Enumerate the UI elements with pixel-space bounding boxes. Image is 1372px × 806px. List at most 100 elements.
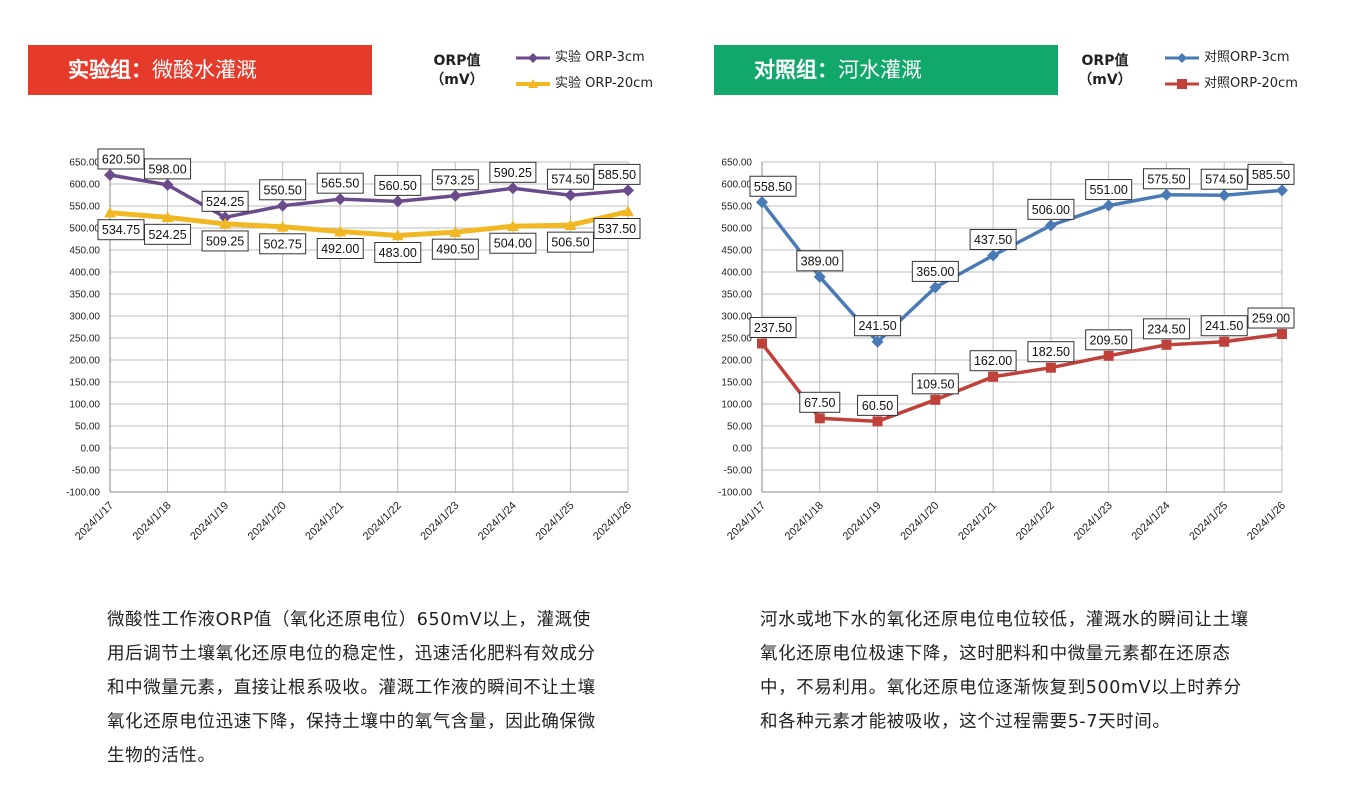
svg-text:574.50: 574.50: [551, 173, 589, 187]
x-tick-label: 2024/1/21: [303, 500, 346, 543]
svg-text:389.00: 389.00: [801, 254, 839, 268]
data-label: 509.25: [201, 230, 249, 252]
legend-swatch: [516, 53, 550, 63]
series-line: [760, 188, 1283, 344]
data-point: [1044, 219, 1057, 232]
data-point: [391, 229, 404, 241]
data-point: [104, 168, 116, 181]
y-tick-label: 50.00: [727, 422, 752, 433]
legend-swatch: [1165, 79, 1199, 89]
data-point: [161, 211, 174, 223]
x-tick-label: 2024/1/18: [783, 500, 826, 543]
y-tick-label: 400.00: [69, 268, 100, 279]
legend-item: 实验 ORP-20cm: [515, 74, 685, 100]
control-description: 河水或地下水的氧化还原电位电位较低，灌溉水的瞬间让土壤氧化还原电位极速下降，这时…: [760, 610, 1249, 732]
data-point: [161, 178, 174, 191]
data-label: 573.25: [431, 169, 479, 191]
banner-bold-label: 实验组：: [68, 58, 152, 82]
series-1: [756, 184, 1288, 348]
svg-text:437.50: 437.50: [974, 233, 1012, 247]
svg-text:209.50: 209.50: [1090, 333, 1128, 347]
y-tick-label: 650.00: [69, 158, 100, 169]
y-tick-label: 150.00: [721, 378, 752, 389]
data-label: 504.00: [489, 232, 537, 254]
data-point: [930, 394, 941, 405]
legend-label: 对照ORP-3cm: [1204, 50, 1290, 65]
legend-label: 对照ORP-20cm: [1204, 76, 1298, 91]
svg-text:575.50: 575.50: [1147, 172, 1185, 186]
x-tick-label: 2024/1/23: [418, 500, 461, 543]
y-unit-line1: ORP值: [433, 53, 481, 69]
x-tick-label: 2024/1/19: [188, 500, 231, 543]
svg-text:492.00: 492.00: [321, 242, 359, 256]
data-label: 534.75: [97, 219, 145, 241]
legend-swatch: [516, 79, 550, 88]
svg-text:109.50: 109.50: [916, 377, 954, 391]
x-tick-label: 2024/1/20: [246, 500, 289, 543]
y-tick-label: 0.00: [81, 444, 101, 455]
data-point: [104, 206, 116, 218]
y-tick-label: 450.00: [69, 246, 100, 257]
y-tick-label: 450.00: [721, 246, 752, 257]
data-label: 524.25: [201, 190, 249, 212]
legend-label: 实验 ORP-3cm: [555, 50, 645, 65]
x-tick-label: 2024/1/23: [1072, 500, 1115, 543]
legend-item: 实验 ORP-3cm: [515, 48, 685, 74]
svg-text:67.50: 67.50: [804, 396, 835, 410]
data-point: [1277, 329, 1287, 340]
data-label: 437.50: [969, 229, 1017, 250]
y-tick-label: 100.00: [69, 400, 100, 411]
svg-text:524.25: 524.25: [148, 228, 186, 242]
data-label: 365.00: [911, 260, 959, 282]
y-tick-label: 100.00: [721, 400, 752, 411]
data-label: 551.00: [1085, 179, 1133, 201]
data-label: 483.00: [374, 241, 422, 263]
data-label: 575.50: [1142, 168, 1190, 190]
data-point: [1161, 339, 1172, 350]
data-label: 241.50: [854, 315, 902, 337]
svg-text:234.50: 234.50: [1147, 322, 1185, 336]
data-label: 182.50: [1027, 341, 1075, 363]
x-tick-label: 2024/1/24: [1129, 500, 1172, 543]
svg-text:259.00: 259.00: [1252, 312, 1290, 326]
x-tick-label: 2024/1/26: [1245, 500, 1288, 543]
y-tick-label: 350.00: [69, 290, 100, 301]
data-label: 241.50: [1200, 315, 1248, 337]
y-tick-label: 500.00: [721, 224, 752, 235]
y-tick-label: 500.00: [69, 224, 100, 235]
data-label: 585.50: [1247, 163, 1295, 185]
data-point: [564, 189, 577, 202]
svg-text:483.00: 483.00: [379, 246, 417, 260]
data-point: [1103, 350, 1114, 361]
x-tick-label: 2024/1/19: [841, 500, 884, 543]
svg-text:620.50: 620.50: [102, 152, 140, 166]
y-tick-label: -100.00: [718, 488, 752, 499]
x-tick-label: 2024/1/17: [73, 500, 116, 543]
series-line: [109, 209, 629, 238]
data-point: [449, 226, 462, 237]
data-label: 574.50: [1200, 168, 1248, 190]
y-tick-label: 600.00: [721, 180, 752, 191]
data-point: [276, 199, 289, 212]
y-unit-label: ORP值 （mV）: [1070, 52, 1140, 90]
data-point: [449, 189, 462, 202]
data-label: 237.50: [749, 317, 797, 338]
x-tick-label: 2024/1/18: [131, 500, 174, 543]
legend-item: 对照ORP-3cm: [1164, 48, 1334, 74]
svg-text:590.25: 590.25: [494, 166, 532, 180]
data-point: [1045, 362, 1056, 373]
svg-text:502.75: 502.75: [264, 237, 302, 251]
svg-text:574.50: 574.50: [1205, 173, 1243, 187]
data-label: 565.50: [316, 172, 364, 194]
svg-text:182.50: 182.50: [1032, 345, 1070, 359]
svg-text:241.50: 241.50: [1205, 319, 1243, 333]
legend-marker: [528, 53, 538, 63]
svg-text:506.50: 506.50: [551, 236, 589, 250]
svg-text:573.25: 573.25: [436, 173, 474, 187]
svg-text:162.00: 162.00: [974, 354, 1012, 368]
experiment-panel: 实验组：微酸水灌溉 ORP值 （mV） 实验 ORP-3cm 实验 ORP-20c…: [28, 45, 685, 766]
chart-legend: 对照ORP-3cm 对照ORP-20cm: [1164, 48, 1334, 100]
svg-text:565.50: 565.50: [321, 177, 359, 191]
x-tick-label: 2024/1/21: [956, 500, 999, 543]
x-tick-label: 2024/1/17: [725, 500, 768, 543]
